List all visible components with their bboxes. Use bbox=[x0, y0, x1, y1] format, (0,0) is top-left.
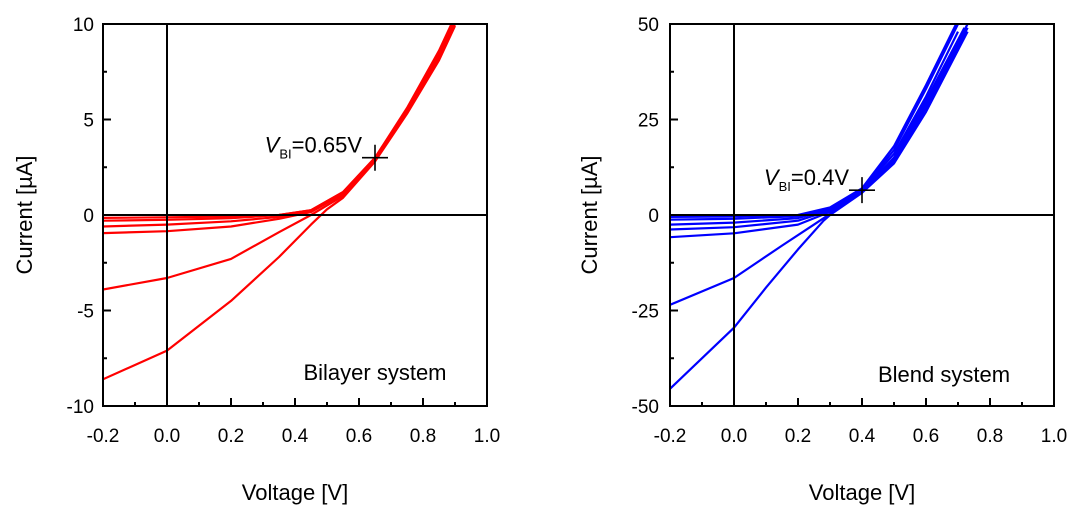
right-series-line-4 bbox=[670, 27, 966, 231]
right-y-axis-title: Current [µA] bbox=[577, 155, 602, 274]
right-series-group bbox=[670, 24, 969, 390]
right-series-line-7 bbox=[670, 31, 969, 390]
right-x-tick-label: 0.8 bbox=[977, 426, 1003, 447]
left-series-group bbox=[103, 24, 456, 381]
right-vbi-annotation: VBI=0.4V bbox=[764, 165, 849, 194]
right-y-tick-label: 25 bbox=[638, 111, 659, 132]
right-x-tick-label: 1.0 bbox=[1041, 426, 1067, 447]
left-y-tick-label: 5 bbox=[83, 111, 94, 132]
right-y-tick-label: 50 bbox=[638, 15, 659, 36]
left-vbi-annotation: VBI=0.65V bbox=[265, 133, 363, 162]
right-panel-label: Blend system bbox=[878, 362, 1010, 387]
right-x-tick-label: -0.2 bbox=[654, 426, 687, 447]
left-chart-panel: -0.2 0.0 0.2 0.4 0.6 0.8 1.0 -10 -5 0 5 10 Voltage [… bbox=[12, 15, 500, 505]
left-y-tick-label: -5 bbox=[77, 302, 94, 323]
left-series-line-4 bbox=[103, 24, 456, 235]
left-x-tick-label: 0.0 bbox=[154, 426, 180, 447]
left-x-axis-title: Voltage [V] bbox=[242, 480, 348, 505]
left-x-tick-label: 0.6 bbox=[346, 426, 372, 447]
left-panel-label: Bilayer system bbox=[303, 360, 446, 385]
right-x-tick-label: 0.0 bbox=[721, 426, 747, 447]
right-chart-panel: -0.2 0.0 0.2 0.4 0.6 0.8 1.0 -50 -25 0 25 50 Voltage… bbox=[577, 15, 1067, 505]
left-x-tick-label: 0.2 bbox=[218, 426, 244, 447]
left-series-line-3 bbox=[103, 24, 455, 228]
right-x-axis-title: Voltage [V] bbox=[809, 480, 915, 505]
left-y-axis-title: Current [µA] bbox=[12, 155, 37, 274]
right-x-tick-label: 0.4 bbox=[849, 426, 876, 447]
right-x-tick-label: 0.6 bbox=[913, 426, 939, 447]
left-x-tick-label: 1.0 bbox=[474, 426, 500, 447]
right-series-line-5 bbox=[670, 24, 969, 239]
left-x-tick-label: 0.4 bbox=[282, 426, 309, 447]
right-x-tick-label: 0.2 bbox=[785, 426, 811, 447]
left-vbi-marker bbox=[362, 144, 388, 171]
left-x-tick-label: 0.8 bbox=[410, 426, 436, 447]
right-vbi-marker bbox=[849, 177, 875, 204]
left-y-tick-label: 0 bbox=[83, 206, 94, 227]
left-y-tick-label: -10 bbox=[67, 397, 94, 418]
left-x-tick-label: -0.2 bbox=[87, 426, 120, 447]
left-series-line-6 bbox=[103, 25, 456, 381]
right-y-tick-label: 0 bbox=[648, 206, 659, 227]
right-y-tick-label: -50 bbox=[632, 397, 659, 418]
right-y-tick-label: -25 bbox=[632, 302, 659, 323]
left-y-tick-label: 10 bbox=[73, 15, 94, 36]
